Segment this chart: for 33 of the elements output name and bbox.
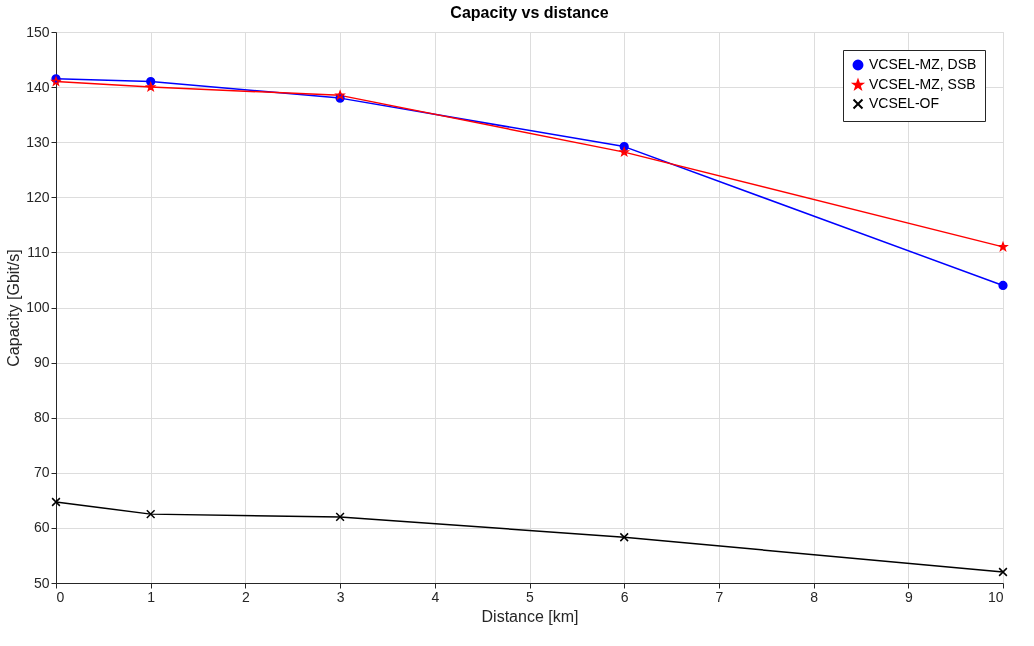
x-tick-label: 1 [147,588,156,605]
x-tick-label: 10 [987,588,1004,605]
y-axis-title: Capacity [Gbit/s] [5,249,23,367]
point [51,497,61,507]
y-tick-label: 120 [26,188,50,205]
point [146,509,156,519]
y-tick-label: 80 [33,409,50,426]
x-tick-label: 4 [431,588,440,605]
x-tick-label: 8 [810,588,819,605]
legend-label: VCSEL-MZ, SSB [869,76,976,92]
point [998,567,1008,577]
y-tick-label: 50 [33,574,50,591]
y-tick-label: 130 [26,133,50,150]
y-tick-label: 100 [26,299,50,315]
chart-title: Capacity vs distance [450,4,609,21]
legend-label: VCSEL-MZ, DSB [869,56,977,72]
y-tick-label: 60 [33,519,50,536]
x-tick-label: 2 [242,588,250,605]
x-tick-label: 3 [336,588,345,605]
y-tick-label: 140 [26,78,50,95]
x-tick-label: 5 [526,588,535,605]
y-tick-label: 150 [26,23,50,40]
point [619,532,629,542]
x-tick-label: 0 [56,588,65,605]
x-axis-title: Distance [km] [481,607,579,625]
y-tick-label: 70 [33,464,50,481]
y-tick-label: 90 [33,354,50,371]
x-tick-label: 7 [715,588,724,605]
x-tick-label: 6 [620,588,629,605]
legend-label: VCSEL-OF [869,95,940,111]
y-tick-label: 110 [27,243,50,260]
point [335,512,345,522]
x-tick-label: 9 [904,588,913,605]
